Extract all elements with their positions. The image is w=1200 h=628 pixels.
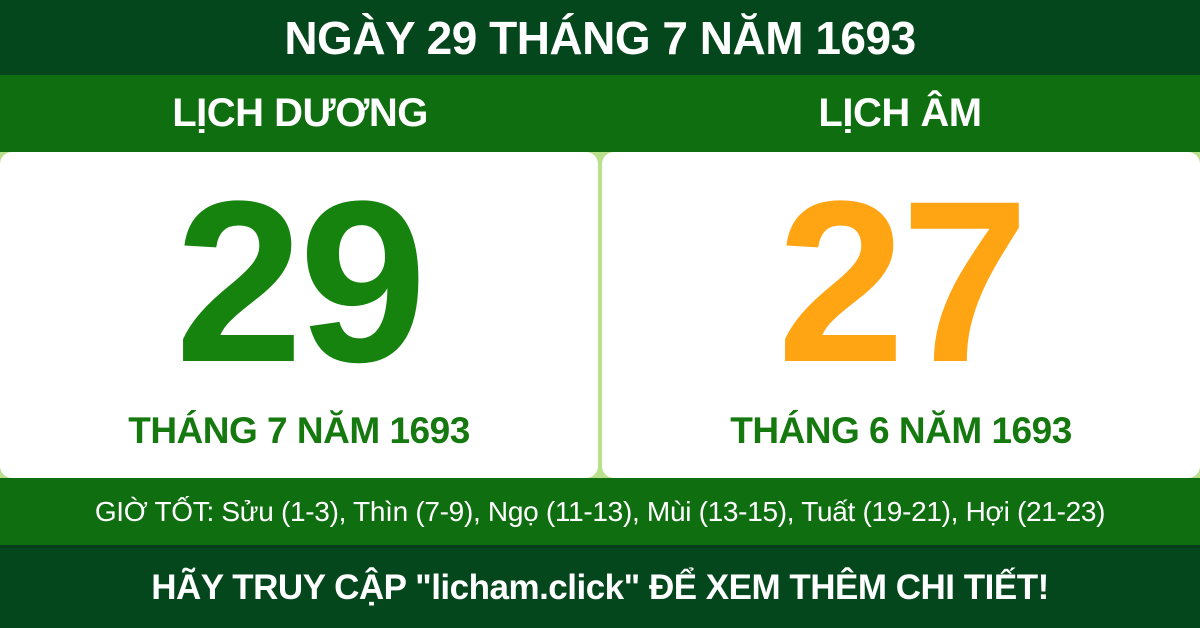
lunar-calendar-label: LỊCH ÂM — [818, 91, 982, 135]
footer-bar: HÃY TRUY CẬP "licham.click" ĐỂ XEM THÊM … — [0, 545, 1200, 628]
solar-card: 29 THÁNG 7 NĂM 1693 — [0, 152, 598, 478]
solar-day-wrap: 29 — [0, 154, 598, 410]
lunar-header: LỊCH ÂM — [600, 75, 1200, 152]
solar-month-year: THÁNG 7 NĂM 1693 — [128, 410, 470, 451]
good-hours-text: GIỜ TỐT: Sửu (1-3), Thìn (7-9), Ngọ (11-… — [94, 495, 1106, 527]
lunar-day-number: 27 — [777, 153, 1029, 411]
good-hours-bar: GIỜ TỐT: Sửu (1-3), Thìn (7-9), Ngọ (11-… — [0, 478, 1200, 545]
solar-day-number: 29 — [175, 153, 427, 411]
lunar-card: 27 THÁNG 6 NĂM 1693 — [602, 152, 1200, 478]
calendar-type-bar: LỊCH DƯƠNG LỊCH ÂM — [0, 75, 1200, 152]
lunar-month-year: THÁNG 6 NĂM 1693 — [730, 410, 1072, 451]
header-bar: NGÀY 29 THÁNG 7 NĂM 1693 — [0, 0, 1200, 75]
solar-header: LỊCH DƯƠNG — [0, 75, 600, 152]
lunar-day-wrap: 27 — [602, 154, 1200, 410]
footer-text: HÃY TRUY CẬP "licham.click" ĐỂ XEM THÊM … — [151, 568, 1049, 607]
solar-calendar-label: LỊCH DƯƠNG — [172, 91, 428, 135]
calendar-section: 29 THÁNG 7 NĂM 1693 27 THÁNG 6 NĂM 1693 — [0, 152, 1200, 478]
page-title: NGÀY 29 THÁNG 7 NĂM 1693 — [284, 11, 916, 64]
